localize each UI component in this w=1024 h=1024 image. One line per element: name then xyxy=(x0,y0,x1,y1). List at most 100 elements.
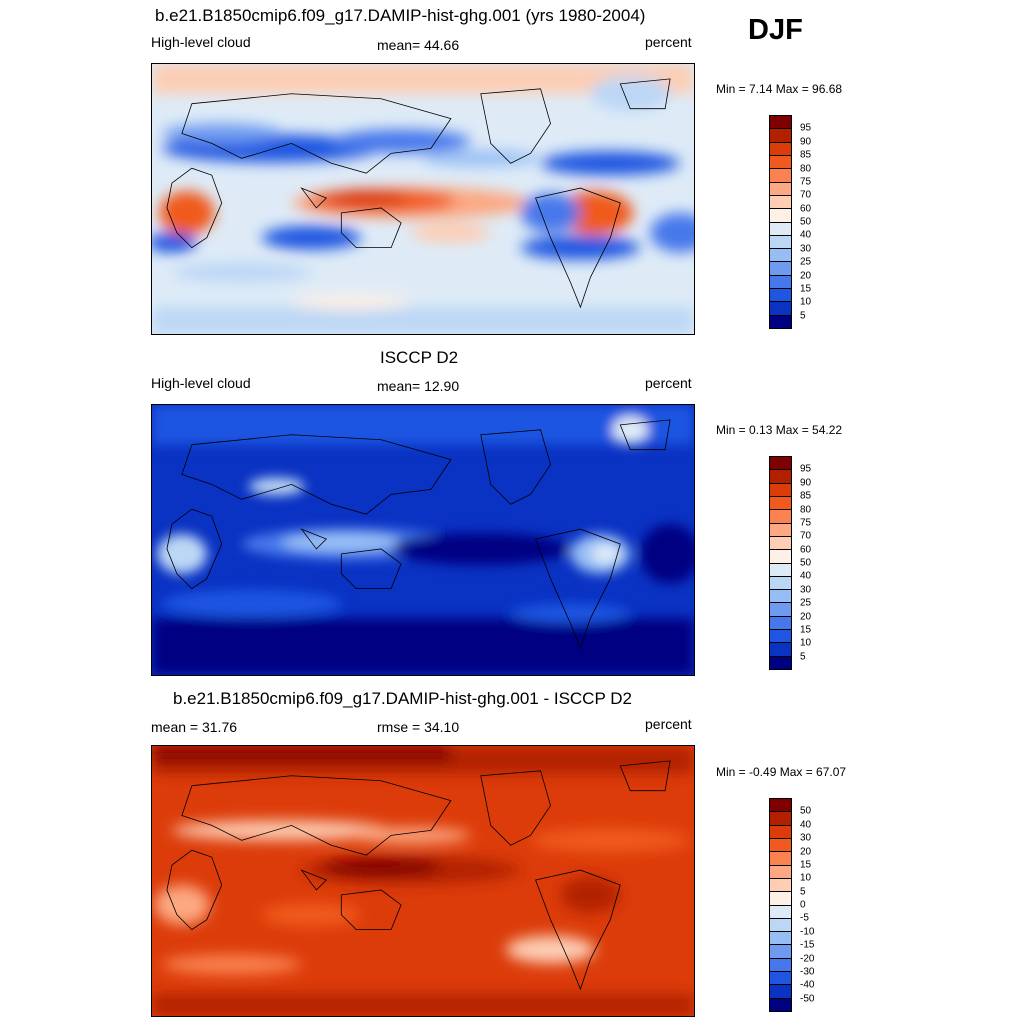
panel-2-units-label: percent xyxy=(645,375,692,391)
colorbar-tick-label: 10 xyxy=(800,872,812,884)
colorbar-tick-label: 10 xyxy=(800,296,812,308)
colorbar-tick-label: 25 xyxy=(800,597,812,609)
panel-3-colorbar xyxy=(769,798,792,1012)
colorbar-swatch xyxy=(770,302,791,316)
colorbar-tick-label: 95 xyxy=(800,463,812,475)
colorbar-swatch xyxy=(770,182,791,196)
colorbar-tick-label: 20 xyxy=(800,846,812,857)
panel-1-variable-label: High-level cloud xyxy=(151,34,251,50)
panel-2-map xyxy=(151,404,695,676)
colorbar-tick-label: 25 xyxy=(800,256,812,268)
colorbar-tick-label: 95 xyxy=(800,122,812,134)
colorbar-tick-label: 80 xyxy=(800,504,812,515)
colorbar-tick-label: 10 xyxy=(800,637,812,649)
colorbar-swatch xyxy=(770,496,791,511)
colorbar-swatch xyxy=(770,998,791,1011)
colorbar-swatch xyxy=(770,958,791,973)
colorbar-swatch xyxy=(770,972,791,986)
colorbar-swatch xyxy=(770,483,791,497)
colorbar-swatch xyxy=(770,656,791,669)
panel-3-map xyxy=(151,745,695,1017)
colorbar-tick-label: 85 xyxy=(800,149,812,161)
colorbar-swatch xyxy=(770,616,791,631)
panel-3-minmax: Min = -0.49 Max = 67.07 xyxy=(716,765,847,779)
panel-2-mean-label: mean= 12.90 xyxy=(377,378,460,394)
colorbar-tick-label: 40 xyxy=(800,819,812,831)
colorbar-swatch xyxy=(770,510,791,524)
colorbar-swatch xyxy=(770,195,791,210)
colorbar-swatch xyxy=(770,905,791,919)
colorbar-tick-label: -10 xyxy=(800,926,815,938)
colorbar-tick-label: 70 xyxy=(800,189,812,201)
colorbar-swatch xyxy=(770,315,791,328)
colorbar-swatch xyxy=(770,457,791,471)
panel-1-title: b.e21.B1850cmip6.f09_g17.DAMIP-hist-ghg.… xyxy=(155,6,646,25)
colorbar-swatch xyxy=(770,275,791,290)
colorbar-swatch xyxy=(770,235,791,250)
colorbar-tick-label: 50 xyxy=(800,216,812,228)
panel-2-colorbar xyxy=(769,456,792,670)
colorbar-tick-label: 20 xyxy=(800,611,812,622)
colorbar-tick-label: 90 xyxy=(800,477,812,489)
colorbar-swatch xyxy=(770,852,791,866)
colorbar-swatch xyxy=(770,155,791,170)
colorbar-swatch xyxy=(770,932,791,946)
panel-1-minmax: Min = 7.14 Max = 96.68 xyxy=(716,82,843,96)
colorbar-swatch xyxy=(770,523,791,537)
panel-2-minmax: Min = 0.13 Max = 54.22 xyxy=(716,423,843,437)
colorbar-tick-label: 40 xyxy=(800,570,812,582)
colorbar-tick-label: 40 xyxy=(800,229,812,241)
colorbar-tick-label: -15 xyxy=(800,939,815,951)
colorbar-swatch xyxy=(770,289,791,303)
colorbar-tick-label: 30 xyxy=(800,243,812,255)
colorbar-swatch xyxy=(770,945,791,959)
panel-3-title: b.e21.B1850cmip6.f09_g17.DAMIP-hist-ghg.… xyxy=(173,689,632,708)
colorbar-swatch xyxy=(770,142,791,156)
colorbar-swatch xyxy=(770,169,791,183)
colorbar-tick-label: 30 xyxy=(800,832,812,844)
colorbar-tick-label: -5 xyxy=(800,912,809,924)
colorbar-swatch xyxy=(770,129,791,143)
colorbar-tick-label: 60 xyxy=(800,544,812,556)
colorbar-tick-label: 90 xyxy=(800,136,812,148)
panel-3-rmse-label: rmse = 34.10 xyxy=(377,719,460,735)
colorbar-swatch xyxy=(770,603,791,617)
colorbar-swatch xyxy=(770,918,791,933)
colorbar-tick-label: 50 xyxy=(800,805,812,817)
colorbar-swatch xyxy=(770,643,791,657)
colorbar-tick-label: 70 xyxy=(800,530,812,542)
colorbar-swatch xyxy=(770,550,791,564)
panel-2-title: ISCCP D2 xyxy=(380,348,459,367)
colorbar-tick-label: -40 xyxy=(800,979,815,991)
colorbar-swatch xyxy=(770,590,791,604)
colorbar-swatch xyxy=(770,470,791,484)
colorbar-tick-label: 80 xyxy=(800,163,812,174)
colorbar-tick-label: -50 xyxy=(800,993,815,1005)
colorbar-tick-label: 15 xyxy=(800,624,812,636)
colorbar-tick-label: 5 xyxy=(800,886,806,898)
colorbar-swatch xyxy=(770,878,791,893)
panel-3-mean-label: mean = 31.76 xyxy=(151,719,238,735)
colorbar-swatch xyxy=(770,116,791,130)
panel-2-variable-label: High-level cloud xyxy=(151,375,251,391)
colorbar-tick-label: 20 xyxy=(800,270,812,281)
colorbar-swatch xyxy=(770,865,791,879)
colorbar-swatch xyxy=(770,985,791,999)
colorbar-swatch xyxy=(770,563,791,577)
colorbar-swatch xyxy=(770,536,791,551)
colorbar-tick-label: 15 xyxy=(800,283,812,295)
panel-1-units-label: percent xyxy=(645,34,692,50)
colorbar-swatch xyxy=(770,799,791,813)
season-label: DJF xyxy=(748,14,803,46)
panel-1-map xyxy=(151,63,695,335)
colorbar-swatch xyxy=(770,249,791,263)
colorbar-tick-label: 30 xyxy=(800,584,812,596)
colorbar-swatch xyxy=(770,262,791,276)
colorbar-swatch xyxy=(770,630,791,644)
colorbar-tick-label: 85 xyxy=(800,490,812,502)
colorbar-swatch xyxy=(770,209,791,223)
colorbar-tick-label: 50 xyxy=(800,557,812,569)
colorbar-swatch xyxy=(770,576,791,591)
colorbar-tick-label: 75 xyxy=(800,176,812,188)
colorbar-swatch xyxy=(770,838,791,853)
